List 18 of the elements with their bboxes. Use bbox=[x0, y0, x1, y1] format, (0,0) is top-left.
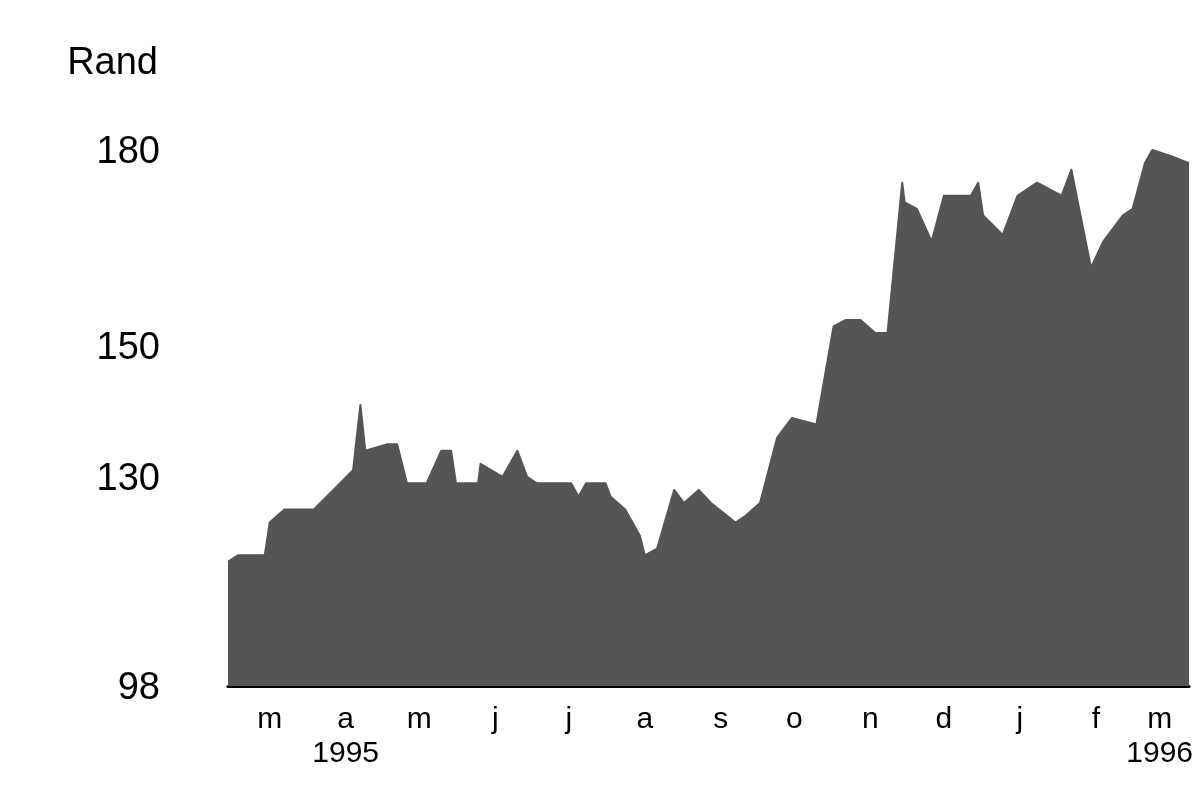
x-tick-label: j bbox=[1015, 700, 1024, 734]
y-tick-label: 150 bbox=[96, 325, 160, 368]
x-tick-label: a 1995 bbox=[312, 700, 380, 768]
y-tick-label: 130 bbox=[96, 455, 160, 498]
x-tick-label: a bbox=[636, 700, 654, 734]
x-tick-label: m 1996 bbox=[1126, 700, 1194, 768]
x-tick-label: j bbox=[490, 700, 499, 734]
x-tick-label: n bbox=[861, 700, 879, 734]
y-tick-label: 98 bbox=[117, 665, 160, 707]
x-tick-label: d bbox=[935, 700, 953, 734]
x-tick-label: f bbox=[1091, 700, 1101, 734]
x-tick-label: m bbox=[257, 700, 283, 734]
x-tick-label: j bbox=[564, 700, 573, 734]
y-axis-title: Rand bbox=[67, 40, 158, 82]
x-tick-label: s bbox=[713, 700, 729, 734]
y-tick-label: 180 bbox=[96, 129, 160, 171]
x-tick-label: m bbox=[406, 700, 432, 734]
x-tick-label: o bbox=[785, 700, 803, 734]
